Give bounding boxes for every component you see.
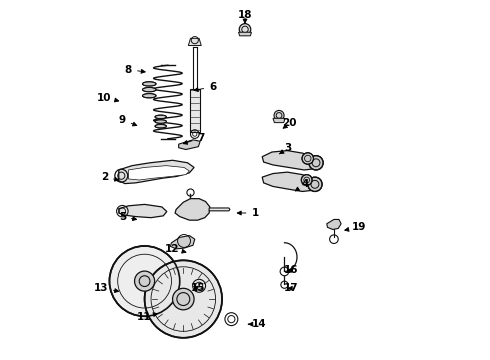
Circle shape — [301, 175, 312, 185]
Circle shape — [302, 153, 314, 164]
Ellipse shape — [155, 125, 167, 128]
Text: 17: 17 — [284, 283, 298, 293]
Polygon shape — [273, 118, 285, 123]
Text: 11: 11 — [137, 312, 157, 322]
Text: 4: 4 — [295, 179, 309, 191]
Polygon shape — [175, 199, 210, 220]
Polygon shape — [262, 172, 319, 192]
Polygon shape — [179, 140, 200, 149]
Text: 18: 18 — [238, 10, 252, 23]
Text: 6: 6 — [194, 82, 217, 92]
Circle shape — [145, 260, 222, 338]
Text: 1: 1 — [237, 208, 259, 218]
Text: 16: 16 — [284, 265, 298, 275]
Ellipse shape — [155, 120, 167, 123]
Text: 7: 7 — [183, 133, 205, 144]
Polygon shape — [188, 39, 201, 45]
Polygon shape — [239, 32, 251, 36]
Text: 10: 10 — [97, 93, 119, 103]
Ellipse shape — [143, 87, 156, 92]
Text: 9: 9 — [119, 115, 137, 126]
Text: 3: 3 — [279, 143, 292, 154]
Polygon shape — [209, 208, 230, 211]
Text: 20: 20 — [283, 118, 297, 128]
Text: 19: 19 — [345, 222, 366, 232]
Circle shape — [172, 288, 194, 310]
Circle shape — [309, 156, 323, 170]
Text: 14: 14 — [248, 319, 266, 329]
Polygon shape — [128, 166, 190, 180]
Text: 15: 15 — [191, 283, 205, 293]
Polygon shape — [190, 89, 200, 132]
Text: 13: 13 — [94, 283, 119, 293]
Text: 8: 8 — [125, 64, 145, 75]
Text: 5: 5 — [119, 212, 137, 221]
Text: 2: 2 — [101, 172, 119, 182]
Circle shape — [109, 246, 180, 316]
Circle shape — [239, 24, 251, 35]
Polygon shape — [327, 220, 341, 229]
Text: 12: 12 — [165, 244, 186, 254]
Circle shape — [135, 271, 155, 291]
Polygon shape — [171, 235, 195, 249]
Circle shape — [308, 177, 322, 192]
Circle shape — [274, 111, 284, 121]
Polygon shape — [262, 150, 321, 170]
Ellipse shape — [155, 115, 167, 119]
Ellipse shape — [143, 82, 156, 86]
Polygon shape — [119, 160, 194, 184]
Ellipse shape — [143, 94, 156, 98]
Polygon shape — [119, 204, 167, 218]
